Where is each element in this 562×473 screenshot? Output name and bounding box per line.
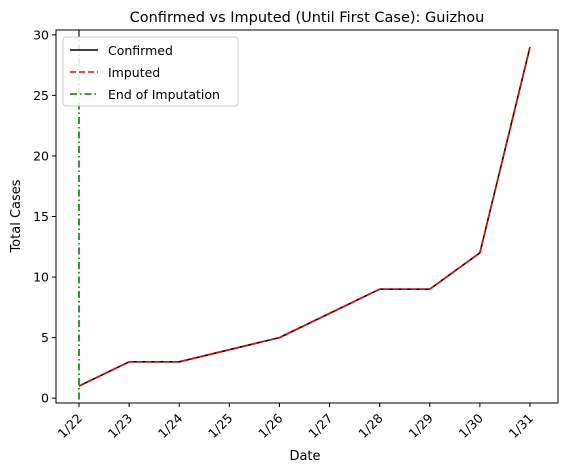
x-axis-label: Date bbox=[289, 449, 320, 464]
legend: Confirmed Imputed End of Imputation bbox=[63, 37, 238, 106]
y-tick-label: 0 bbox=[41, 391, 49, 406]
y-tick-label: 25 bbox=[33, 88, 49, 103]
x-tick-label: 1/30 bbox=[456, 410, 486, 440]
x-tick-label: 1/23 bbox=[105, 411, 135, 441]
legend-label-imputed: Imputed bbox=[108, 65, 160, 80]
y-tick-label: 15 bbox=[33, 209, 49, 224]
y-tick-label: 30 bbox=[33, 27, 49, 42]
x-tick-label: 1/28 bbox=[355, 410, 385, 440]
legend-label-confirmed: Confirmed bbox=[108, 43, 173, 58]
x-tick-label: 1/27 bbox=[305, 411, 335, 441]
x-tick-label: 1/22 bbox=[55, 411, 85, 441]
x-axis: 1/22 1/23 1/24 1/25 1/26 1/27 1/28 1/29 1/30 1/31 bbox=[55, 403, 536, 441]
x-tick-label: 1/29 bbox=[405, 410, 435, 440]
y-axis-label: Total Cases bbox=[9, 179, 24, 253]
y-tick-label: 5 bbox=[41, 330, 49, 345]
x-tick-label: 1/31 bbox=[506, 411, 536, 441]
x-tick-label: 1/26 bbox=[255, 410, 285, 440]
x-tick-label: 1/24 bbox=[155, 410, 185, 440]
y-axis: 0 5 10 15 20 25 30 bbox=[33, 27, 56, 405]
chart-title: Confirmed vs Imputed (Until First Case):… bbox=[130, 10, 485, 26]
y-tick-label: 10 bbox=[33, 270, 49, 285]
y-tick-label: 20 bbox=[33, 148, 49, 163]
x-tick-label: 1/25 bbox=[205, 411, 235, 441]
legend-label-end-of-imputation: End of Imputation bbox=[108, 87, 220, 102]
